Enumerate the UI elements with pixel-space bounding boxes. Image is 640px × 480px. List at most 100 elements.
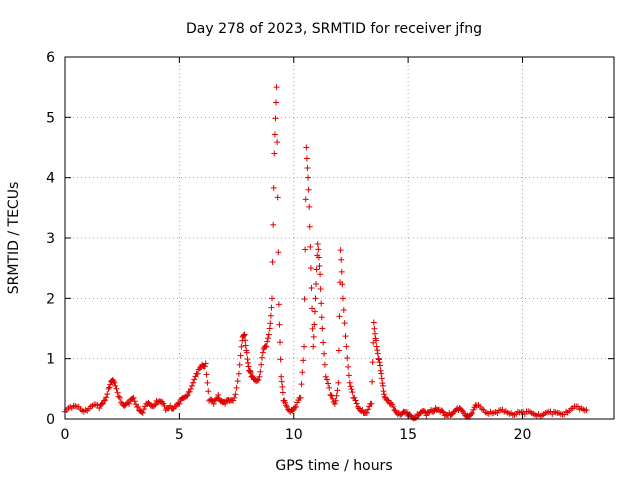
data-point [131, 398, 138, 405]
data-point [363, 409, 370, 416]
data-point [423, 412, 430, 419]
data-point [204, 379, 211, 386]
data-point [339, 295, 346, 302]
data-point [333, 392, 340, 399]
data-point [376, 359, 383, 366]
data-point [275, 301, 282, 308]
data-point [421, 408, 428, 415]
data-point [341, 320, 348, 327]
data-point [126, 400, 133, 407]
data-point [104, 391, 111, 398]
data-point [338, 256, 345, 263]
data-point [230, 397, 237, 404]
data-point [262, 343, 269, 350]
data-point [301, 343, 308, 350]
data-point [377, 362, 384, 369]
data-point [339, 281, 346, 288]
data-point [313, 281, 320, 288]
x-tick-labels: 0 5 10 15 20 [61, 427, 532, 443]
data-point [374, 347, 381, 354]
data-point [317, 271, 324, 278]
data-point [238, 343, 245, 350]
data-point [335, 347, 342, 354]
data-point [402, 409, 409, 416]
data-point [151, 402, 158, 409]
data-point [316, 262, 323, 269]
data-point [116, 394, 123, 401]
data-point [306, 203, 313, 210]
y-tick-label: 4 [46, 171, 55, 187]
data-point [269, 295, 276, 302]
data-point [314, 241, 321, 248]
data-point [103, 394, 110, 401]
data-point [347, 383, 354, 390]
data-point [202, 360, 209, 367]
data-points [62, 84, 590, 422]
data-point [183, 393, 190, 400]
data-point [267, 320, 274, 327]
data-point [379, 382, 386, 389]
data-point [338, 268, 345, 275]
plot-frame [64, 56, 615, 420]
x-tick-label: 10 [285, 427, 303, 443]
data-point [232, 391, 239, 398]
data-point [308, 284, 315, 291]
data-point [468, 411, 475, 418]
data-point [274, 139, 281, 146]
data-point [381, 391, 388, 398]
data-point [187, 386, 194, 393]
data-point [235, 370, 242, 377]
data-point [276, 321, 283, 328]
data-point [349, 389, 356, 396]
axis-ticks [64, 56, 614, 420]
data-point [99, 400, 106, 407]
data-point [294, 399, 301, 406]
data-point [337, 247, 344, 254]
data-point [247, 369, 254, 376]
data-point [312, 295, 319, 302]
data-point [384, 397, 391, 404]
data-point [315, 254, 322, 261]
data-point [332, 397, 339, 404]
data-point [430, 408, 437, 415]
data-point [259, 354, 266, 361]
data-point [336, 313, 343, 320]
data-point [258, 361, 265, 368]
data-point [327, 391, 334, 398]
data-point [439, 408, 446, 415]
data-point [301, 296, 308, 303]
data-point [371, 330, 378, 337]
data-point [359, 406, 366, 413]
data-point [234, 378, 241, 385]
data-point [369, 378, 376, 385]
data-point [240, 332, 247, 339]
data-point [279, 383, 286, 390]
data-point [320, 339, 327, 346]
data-point [380, 388, 387, 395]
data-point [245, 359, 251, 366]
data-point [345, 363, 352, 370]
data-point [375, 356, 382, 363]
data-point [469, 409, 476, 416]
data-point [278, 378, 285, 385]
data-point [370, 319, 377, 326]
data-point [325, 380, 332, 387]
data-point [302, 196, 309, 203]
data-point [411, 415, 418, 422]
data-point [263, 343, 270, 350]
data-point [191, 376, 198, 383]
data-point [190, 379, 197, 386]
data-point [353, 400, 360, 407]
data-point [322, 373, 329, 380]
data-point [375, 355, 382, 362]
data-point [194, 370, 201, 377]
data-point [310, 333, 317, 340]
data-point [371, 325, 378, 332]
data-point [307, 243, 314, 250]
data-point [254, 377, 261, 384]
y-tick-label: 2 [46, 291, 55, 307]
chart-title: Day 278 of 2023, SRMTID for receiver jfn… [186, 21, 482, 37]
data-point [390, 403, 397, 410]
data-point [256, 373, 263, 380]
